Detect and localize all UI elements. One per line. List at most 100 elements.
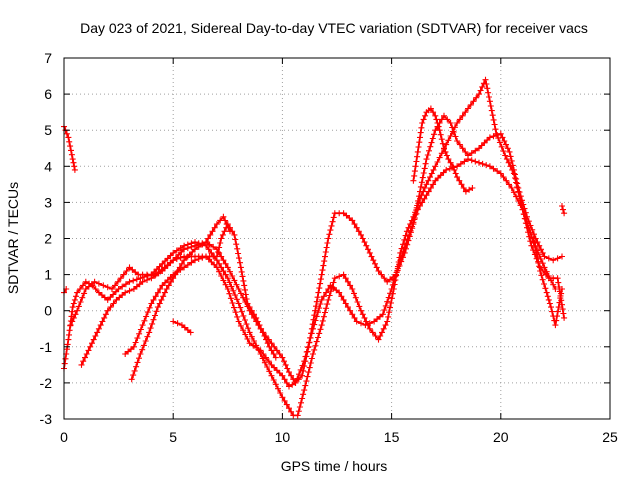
data-point (224, 275, 231, 282)
data-point (478, 142, 485, 149)
data-point (73, 293, 79, 300)
data-point (424, 152, 431, 158)
data-point (312, 317, 319, 324)
data-point (296, 404, 303, 410)
data-point (215, 249, 221, 255)
data-point (527, 238, 534, 245)
data-point (472, 158, 479, 165)
data-point (434, 159, 441, 165)
data-point (216, 244, 223, 251)
data-point (491, 121, 498, 128)
data-point (237, 304, 244, 311)
data-point (330, 279, 337, 286)
data-point (351, 290, 357, 297)
data-point (468, 157, 475, 164)
data-point (319, 317, 326, 324)
data-point (419, 120, 426, 126)
data-point (264, 340, 271, 347)
data-point (292, 379, 299, 386)
data-point (557, 295, 564, 302)
data-point (561, 314, 568, 321)
data-point (353, 318, 360, 325)
data-point (435, 175, 441, 181)
data-point (465, 105, 471, 112)
data-point (154, 289, 161, 296)
data-point (181, 257, 188, 264)
data-point (391, 277, 398, 284)
data-point (164, 255, 171, 262)
data-point (263, 336, 269, 343)
data-point (156, 300, 163, 307)
data-point (240, 312, 247, 319)
data-point (413, 158, 420, 165)
data-point (512, 171, 518, 178)
data-point (217, 240, 224, 246)
data-point (432, 177, 439, 184)
data-point (378, 271, 385, 278)
data-point (449, 163, 456, 170)
data-point (443, 152, 450, 159)
data-point (401, 236, 408, 243)
data-point (313, 298, 320, 305)
data-point (110, 300, 117, 307)
data-point (336, 289, 343, 296)
data-point (349, 217, 356, 224)
data-point (560, 206, 566, 213)
data-point (313, 313, 320, 320)
data-point (388, 300, 394, 306)
data-point (157, 286, 164, 292)
data-point (253, 314, 260, 321)
data-point (158, 296, 165, 303)
data-point (558, 290, 565, 297)
data-point (152, 312, 158, 319)
data-point (235, 250, 242, 257)
data-point (225, 224, 232, 231)
data-point (415, 197, 422, 204)
data-point (462, 148, 469, 155)
data-point (131, 367, 138, 374)
data-point (326, 231, 333, 238)
data-point (279, 394, 286, 401)
data-point (66, 327, 73, 334)
series-trace-11 (559, 203, 568, 217)
data-point (536, 263, 543, 270)
data-point (545, 296, 552, 303)
data-point (133, 276, 140, 283)
data-point (224, 264, 231, 271)
data-point (63, 130, 70, 137)
data-point (539, 276, 546, 283)
data-point (211, 261, 218, 268)
data-point (451, 166, 458, 173)
data-point (311, 346, 318, 353)
data-point (189, 249, 196, 255)
data-point (257, 347, 264, 354)
data-point (170, 257, 177, 264)
data-point (387, 304, 393, 311)
data-point (288, 372, 295, 379)
data-point (241, 282, 248, 289)
data-point (507, 153, 514, 160)
data-point (467, 101, 474, 108)
data-point (271, 364, 278, 371)
data-point (176, 264, 183, 271)
data-point (485, 89, 492, 96)
y-tick-label: 2 (44, 231, 52, 247)
data-point (419, 174, 426, 181)
data-point (437, 172, 444, 179)
data-point (456, 141, 463, 148)
y-tick-label: 7 (44, 50, 52, 66)
data-point (168, 278, 174, 285)
data-point (161, 289, 168, 296)
data-point (244, 300, 251, 307)
data-point (70, 300, 77, 307)
data-point (137, 275, 144, 282)
data-point (317, 280, 324, 287)
data-point (494, 168, 501, 175)
data-point (394, 265, 401, 272)
data-point (150, 316, 157, 323)
data-point (382, 302, 389, 309)
data-point (279, 372, 286, 379)
data-point (546, 300, 553, 307)
data-point (543, 289, 550, 296)
data-point (137, 326, 144, 333)
